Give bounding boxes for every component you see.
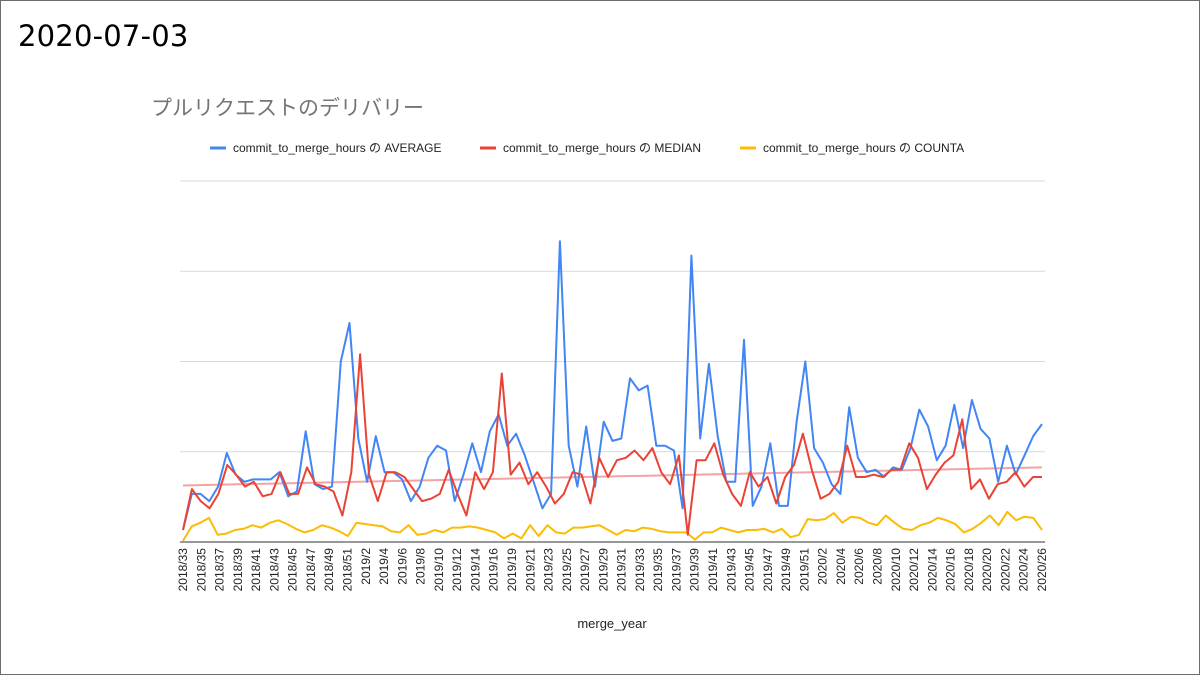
x-tick-label: 2020/16 [944,548,958,592]
x-tick-label: 2019/29 [596,548,610,592]
x-axis-title: merge_year [577,616,647,631]
x-tick-label: 2019/25 [560,548,574,592]
x-tick-label: 2020/4 [834,548,848,585]
x-tick-label: 2020/8 [871,548,885,585]
series-line-median [182,353,1042,536]
gridlines [180,180,1045,453]
legend-label-average: commit_to_merge_hours の AVERAGE [233,141,442,155]
x-tick-label: 2019/16 [487,548,501,592]
x-tick-label: 2019/41 [706,548,720,592]
x-tick-label: 2020/18 [962,548,976,592]
x-tick-label: 2019/49 [779,548,793,592]
x-tick-label: 2018/51 [340,548,354,592]
x-tick-label: 2020/2 [816,548,830,585]
legend-label-median: commit_to_merge_hours の MEDIAN [503,141,701,155]
x-tick-label: 2018/45 [286,548,300,592]
x-tick-label: 2019/43 [724,548,738,592]
slide-date: 2020-07-03 [18,19,189,53]
x-tick-label: 2020/6 [852,548,866,585]
legend-label-counta: commit_to_merge_hours の COUNTA [763,141,964,155]
x-tick-label: 2019/23 [542,548,556,592]
x-tick-label: 2018/37 [213,548,227,592]
x-tick-labels: 2018/33 2018/35 2018/37 2018/39 2018/41 2018/… [176,548,1049,592]
x-tick-label: 2019/33 [633,548,647,592]
x-tick-label: 2019/27 [578,548,592,592]
x-tick-label: 2020/26 [1035,548,1049,592]
x-tick-label: 2019/8 [414,548,428,585]
x-tick-label: 2020/20 [980,548,994,592]
chart-title: プルリクエストのデリバリー [151,96,424,120]
x-tick-label: 2018/35 [194,548,208,592]
series-line-average [182,240,1043,531]
x-tick-label: 2019/45 [743,548,757,592]
x-tick-label: 2019/51 [797,548,811,592]
series [182,240,1043,542]
x-tick-label: 2019/10 [432,548,446,592]
x-tick-label: 2019/12 [450,548,464,592]
x-tick-label: 2020/10 [889,548,903,592]
x-tick-label: 2018/49 [322,548,336,592]
legend: commit_to_merge_hours の AVERAGE commit_t… [210,141,964,155]
x-tick-label: 2018/43 [267,548,281,592]
x-tick-label: 2019/39 [688,548,702,592]
x-tick-label: 2018/39 [231,548,245,592]
x-tick-label: 2019/2 [359,548,373,585]
x-tick-label: 2020/22 [998,548,1012,592]
x-tick-label: 2019/6 [395,548,409,585]
x-tick-label: 2019/4 [377,548,391,585]
x-tick-label: 2019/19 [505,548,519,592]
x-tick-label: 2018/33 [176,548,190,592]
x-tick-label: 2019/14 [468,548,482,592]
x-tick-label: 2019/21 [523,548,537,592]
x-tick-label: 2020/14 [925,548,939,592]
x-tick-label: 2019/47 [761,548,775,592]
x-tick-label: 2019/37 [669,548,683,592]
x-tick-label: 2018/47 [304,548,318,592]
x-tick-label: 2019/35 [651,548,665,592]
x-tick-label: 2019/31 [615,548,629,592]
x-tick-label: 2020/24 [1017,548,1031,592]
x-tick-label: 2020/12 [907,548,921,592]
series-line-counta [182,510,1043,542]
x-tick-label: 2018/41 [249,548,263,592]
